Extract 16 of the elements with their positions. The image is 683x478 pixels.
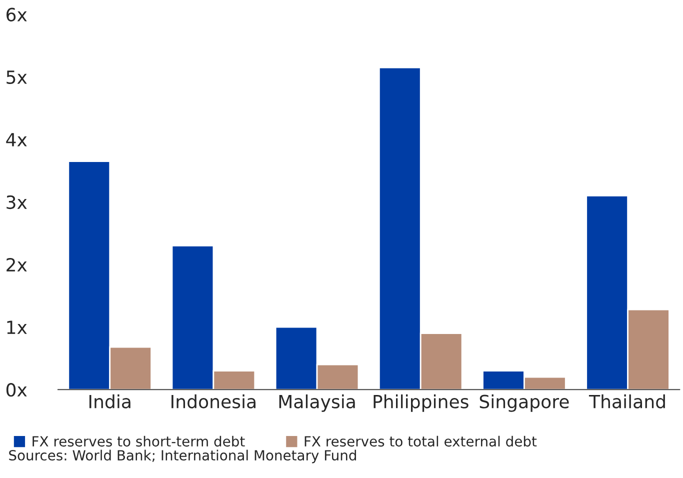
y-tick-label: 5x <box>6 70 27 84</box>
x-tick-label: Thailand <box>588 394 665 408</box>
y-tick-label: 4x <box>6 133 27 146</box>
y-tick-label: 0x <box>6 383 27 397</box>
x-tick-label: Philippines <box>374 394 468 412</box>
legend-label: FX reserves to total external debt <box>304 436 537 447</box>
x-tick-label: Indonesia <box>172 394 256 408</box>
legend-label: FX reserves to short-term debt <box>32 436 245 447</box>
y-tick-label: 6x <box>6 8 27 22</box>
y-tick-label: 1x <box>7 320 27 334</box>
x-tick-label: India <box>89 394 130 408</box>
x-tick-label: Malaysia <box>279 394 355 412</box>
y-tick-label: 3x <box>6 195 27 210</box>
x-tick-label: Singapore <box>480 394 569 412</box>
y-tick-label: 2x <box>6 258 27 272</box>
source-note: Sources: World Bank; International Monetary Fund <box>9 450 356 464</box>
